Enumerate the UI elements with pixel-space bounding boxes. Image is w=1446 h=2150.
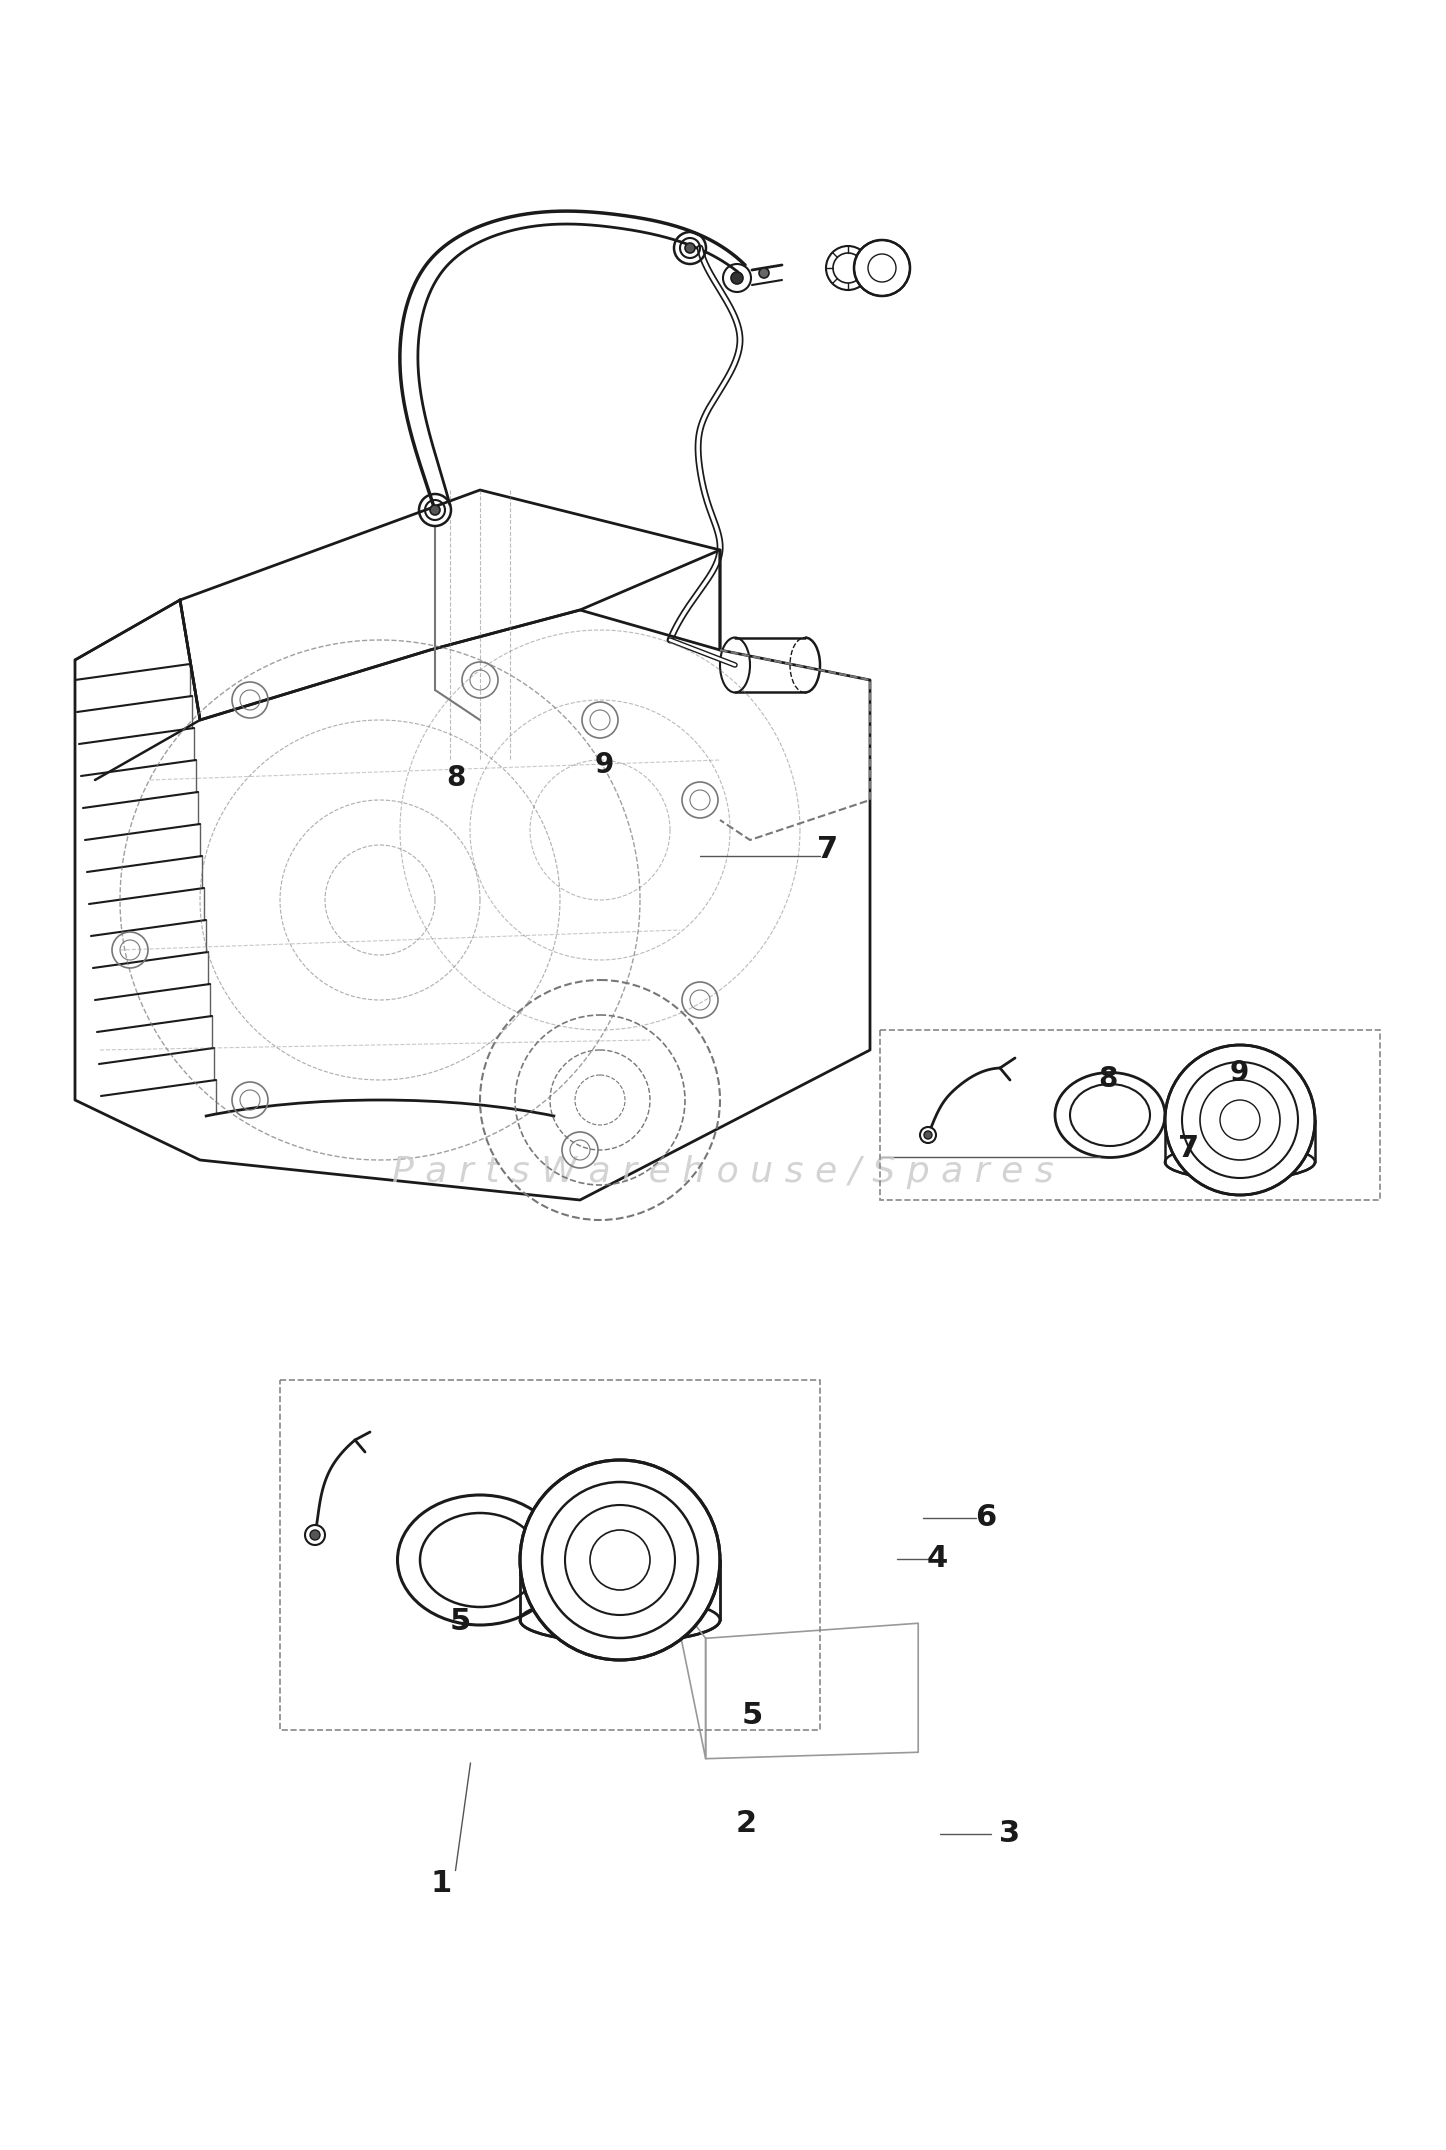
- Circle shape: [305, 1524, 325, 1546]
- Text: 4: 4: [927, 1544, 947, 1574]
- Text: 6: 6: [976, 1503, 996, 1533]
- Text: 8: 8: [1098, 1064, 1118, 1094]
- Circle shape: [309, 1531, 320, 1539]
- Circle shape: [521, 1460, 720, 1660]
- Text: 8: 8: [445, 763, 466, 793]
- Text: 5: 5: [450, 1606, 470, 1636]
- Text: 2: 2: [736, 1808, 756, 1838]
- Text: P a r t s W a r e h o u s e / S p a r e s: P a r t s W a r e h o u s e / S p a r e …: [392, 1155, 1054, 1189]
- Text: 7: 7: [817, 834, 837, 864]
- Bar: [881, 1030, 1379, 1200]
- Text: 9: 9: [1229, 1058, 1249, 1088]
- Bar: [281, 1380, 820, 1731]
- Circle shape: [920, 1127, 936, 1144]
- Circle shape: [855, 241, 910, 297]
- Text: 3: 3: [999, 1819, 1019, 1849]
- Circle shape: [732, 273, 743, 284]
- Text: 1: 1: [431, 1868, 451, 1898]
- Circle shape: [685, 243, 696, 254]
- Circle shape: [924, 1131, 933, 1140]
- Circle shape: [429, 505, 440, 516]
- Circle shape: [759, 269, 769, 277]
- Circle shape: [1165, 1045, 1314, 1195]
- Text: 5: 5: [742, 1701, 762, 1731]
- Text: 7: 7: [1178, 1133, 1199, 1163]
- Text: 9: 9: [594, 750, 615, 780]
